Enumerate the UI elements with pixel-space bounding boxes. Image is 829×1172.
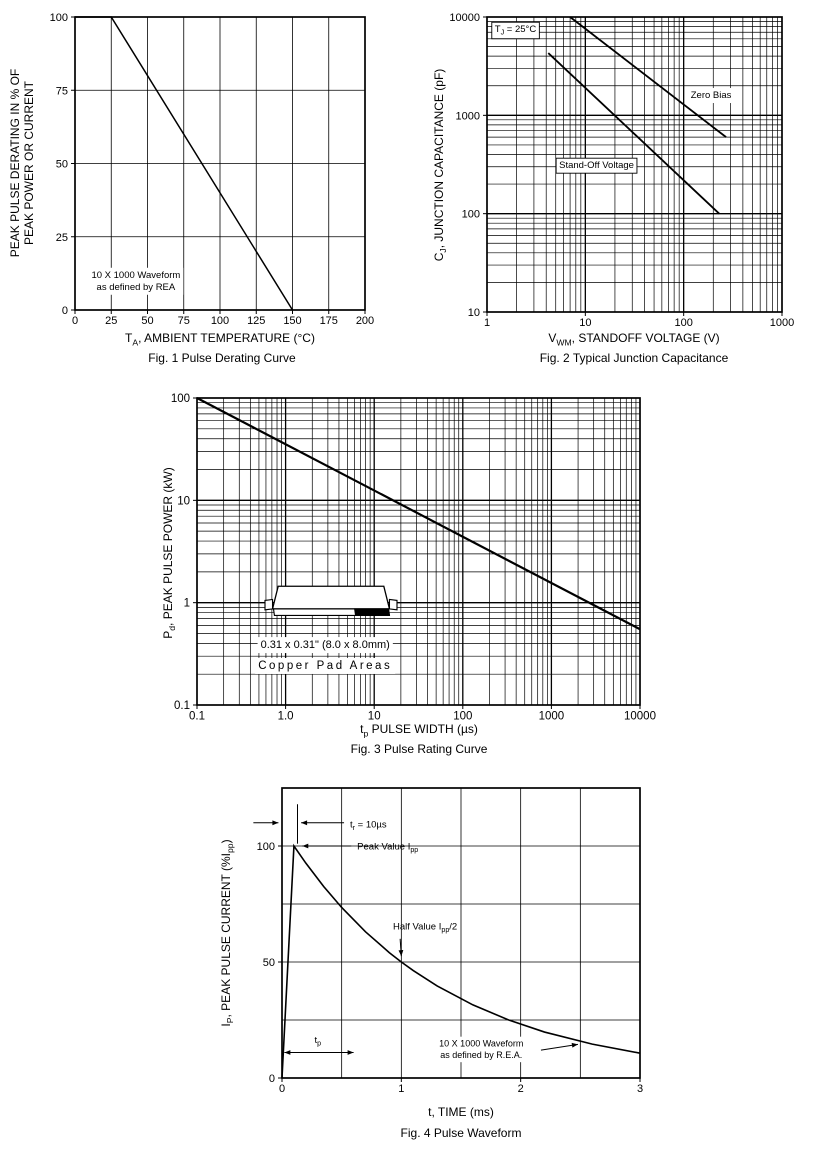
svg-text:25: 25 <box>56 232 68 244</box>
svg-text:0: 0 <box>269 1073 275 1085</box>
svg-text:1: 1 <box>484 317 490 329</box>
svg-text:2: 2 <box>518 1083 524 1095</box>
fig1-caption: Fig. 1 Pulse Derating Curve <box>148 351 296 365</box>
fig3-caption: Fig. 3 Pulse Rating Curve <box>350 742 488 756</box>
svg-text:10000: 10000 <box>624 710 656 722</box>
svg-text:50: 50 <box>263 957 275 969</box>
svg-text:1.0: 1.0 <box>278 710 294 722</box>
svg-text:1000: 1000 <box>539 710 565 722</box>
svg-text:tr = 10µs: tr = 10µs <box>350 819 387 832</box>
svg-text:0: 0 <box>72 315 78 327</box>
svg-text:100: 100 <box>674 317 692 329</box>
svg-text:Copper Pad Areas: Copper Pad Areas <box>258 660 392 672</box>
svg-text:75: 75 <box>178 315 190 327</box>
svg-text:10 X 1000 Waveform: 10 X 1000 Waveform <box>439 1039 523 1049</box>
svg-text:100: 100 <box>462 209 480 221</box>
fig2-y-axis-title: CJ, JUNCTION CAPACITANCE (pF) <box>431 68 449 262</box>
svg-text:Peak Value Ipp: Peak Value Ipp <box>357 841 418 854</box>
svg-text:tp: tp <box>314 1035 321 1048</box>
svg-text:10: 10 <box>468 307 480 319</box>
fig4-x-axis-title: t, TIME (ms) <box>428 1105 494 1119</box>
svg-text:1000: 1000 <box>770 317 794 329</box>
svg-text:175: 175 <box>320 315 338 327</box>
fig1-pulse-derating-chart: 0 25 50 75 100 125 150 175 200 0 25 50 75 100 10 X 100… <box>50 12 375 327</box>
svg-text:as defined by R.E.A.: as defined by R.E.A. <box>440 1050 522 1060</box>
svg-text:100: 100 <box>211 315 229 327</box>
fig3-y-axis-title: Pd, PEAK PULSE POWER (kW) <box>160 467 178 639</box>
svg-text:50: 50 <box>56 159 68 171</box>
svg-text:200: 200 <box>356 315 374 327</box>
svg-text:10000: 10000 <box>449 12 480 24</box>
svg-text:10: 10 <box>579 317 591 329</box>
svg-text:Zero Bias: Zero Bias <box>691 90 732 101</box>
svg-text:0.31 x 0.31" (8.0 x 8.0mm): 0.31 x 0.31" (8.0 x 8.0mm) <box>261 639 390 651</box>
svg-text:3: 3 <box>637 1083 643 1095</box>
svg-text:10 X 1000 Waveform: 10 X 1000 Waveform <box>91 270 180 281</box>
svg-text:100: 100 <box>257 841 275 853</box>
svg-text:1000: 1000 <box>456 110 480 122</box>
svg-text:as defined by REA: as defined by REA <box>97 282 176 293</box>
fig4-y-axis-title: IP, PEAK PULSE CURRENT (%Ipp) <box>218 839 236 1027</box>
fig4-pulse-waveform-chart: 0 1 2 3 0 50 100 tr = 10µs Peak Value Ipp Half Va… <box>253 787 643 1095</box>
svg-text:1: 1 <box>398 1083 404 1095</box>
svg-text:0: 0 <box>279 1083 285 1095</box>
svg-text:150: 150 <box>283 315 301 327</box>
smc-package-icon <box>264 585 398 617</box>
svg-text:125: 125 <box>247 315 265 327</box>
svg-text:100: 100 <box>171 393 190 405</box>
fig2-caption: Fig. 2 Typical Junction Capacitance <box>539 351 729 365</box>
svg-text:Half Value Ipp/2: Half Value Ipp/2 <box>393 922 457 935</box>
fig2-junction-capacitance-chart: 1 10 100 1000 10 100 1000 10000 TJ = 25°C Zero Bi… <box>449 12 794 329</box>
svg-text:10: 10 <box>177 495 190 507</box>
svg-text:0.1: 0.1 <box>189 710 205 722</box>
svg-text:Stand-Off Voltage: Stand-Off Voltage <box>559 160 634 171</box>
svg-text:1: 1 <box>184 598 190 610</box>
svg-text:TJ = 25°C: TJ = 25°C <box>495 24 537 37</box>
svg-text:25: 25 <box>105 315 117 327</box>
svg-text:75: 75 <box>56 85 68 97</box>
svg-text:0.1: 0.1 <box>174 700 190 712</box>
fig3-pulse-rating-chart: 0.1 1.0 10 100 1000 10000 0.1 1 10 100 0.31 x 0.31… <box>171 393 656 722</box>
svg-text:10: 10 <box>368 710 381 722</box>
fig2-x-axis-title: VWM, STANDOFF VOLTAGE (V) <box>548 331 720 348</box>
svg-text:100: 100 <box>50 12 68 24</box>
fig1-y-axis-title: PEAK PULSE DERATING IN % OF PEAK POWER OR… <box>8 68 36 258</box>
fig4-caption: Fig. 4 Pulse Waveform <box>400 1126 522 1140</box>
svg-text:50: 50 <box>141 315 153 327</box>
fig3-x-axis-title: tp PULSE WIDTH (µs) <box>360 722 478 739</box>
svg-text:0: 0 <box>62 305 68 317</box>
fig1-x-axis-title: TA, AMBIENT TEMPERATURE (°C) <box>125 331 315 348</box>
svg-text:100: 100 <box>453 710 472 722</box>
